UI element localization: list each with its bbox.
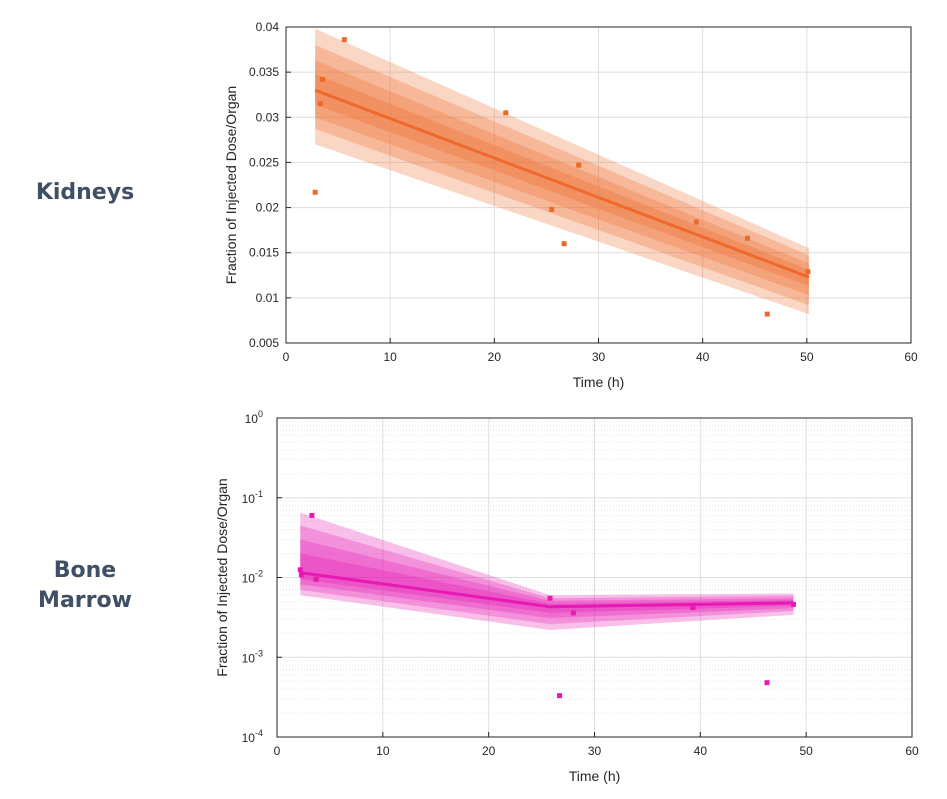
kidneys-data-point xyxy=(312,189,318,195)
kidneys-data-point xyxy=(576,162,582,168)
bone-marrow-confidence-band xyxy=(300,553,794,613)
kidneys-data-point xyxy=(764,311,770,317)
bone-marrow-fit-line xyxy=(300,571,794,609)
kidneys-data-point xyxy=(319,76,325,82)
bone-label-line1: Bone xyxy=(53,558,117,583)
bone-marrow-x-tick-label: 0 xyxy=(274,744,281,758)
bone-marrow-data-point xyxy=(790,601,796,607)
kidneys-x-tick-label: 50 xyxy=(800,350,814,364)
bone-marrow-data-point xyxy=(297,567,303,573)
bone-marrow-data-point xyxy=(298,572,304,578)
bone-marrow-confidence-band xyxy=(300,525,794,625)
kidneys-x-tick-label: 30 xyxy=(592,350,606,364)
kidneys-y-axis-title: Fraction of Injected Dose/Organ xyxy=(223,86,239,284)
kidneys-data-point xyxy=(693,219,699,225)
kidneys-y-tick-label: 0.02 xyxy=(256,201,280,215)
bone-marrow-x-tick-label: 20 xyxy=(482,744,496,758)
bone-marrow-data-point xyxy=(570,610,576,616)
bone-marrow-confidence-band xyxy=(300,539,794,619)
kidneys-y-tick-label: 0.035 xyxy=(249,65,279,79)
kidneys-organ-label: Kidneys xyxy=(20,178,150,208)
kidneys-y-tick-label: 0.01 xyxy=(256,291,280,305)
kidneys-data-point xyxy=(561,241,567,247)
kidneys-confidence-band xyxy=(315,60,809,296)
bone-marrow-data-point xyxy=(764,680,770,686)
bone-marrow-chart: 0 10 20 30 40 50 60 10-4 10-3 10-2 10-1 100 Time (h)… xyxy=(214,409,919,784)
kidneys-y-tick-label: 0.03 xyxy=(256,110,280,124)
bone-marrow-x-axis-title: Time (h) xyxy=(569,768,621,784)
bone-marrow-y-axis-title: Fraction of Injected Dose/Organ xyxy=(214,478,230,676)
bone-marrow-x-tick-label: 40 xyxy=(694,744,708,758)
kidneys-confidence-band xyxy=(315,28,809,315)
bone-marrow-data-point xyxy=(309,512,315,518)
kidneys-x-tick-label: 0 xyxy=(283,350,290,364)
kidneys-data-point xyxy=(317,101,323,107)
kidneys-chart: 0 10 20 30 40 50 60 0.005 0.01 0.015 0.02 0.025 0.03… xyxy=(223,20,918,390)
bone-marrow-x-tick-label: 10 xyxy=(376,744,390,758)
kidneys-confidence-band xyxy=(315,73,809,287)
bone-marrow-organ-label: Bone Marrow xyxy=(20,556,150,616)
kidneys-fit-line xyxy=(314,88,810,279)
bone-marrow-data-point xyxy=(547,595,553,601)
bone-marrow-y-tick-label: 10-2 xyxy=(242,569,263,586)
kidneys-x-tick-label: 40 xyxy=(696,350,710,364)
kidneys-x-tick-label: 10 xyxy=(383,350,397,364)
bone-marrow-x-tick-label: 50 xyxy=(799,744,813,758)
bone-marrow-confidence-band xyxy=(300,512,794,630)
bone-marrow-data-point xyxy=(313,576,319,582)
kidneys-x-tick-label: 20 xyxy=(488,350,502,364)
bone-marrow-x-tick-label: 60 xyxy=(905,744,919,758)
bone-marrow-y-tick-label: 10-4 xyxy=(242,728,263,745)
bone-label-line2: Marrow xyxy=(38,588,132,613)
kidneys-y-tick-label: 0.015 xyxy=(249,246,279,260)
kidneys-data-point xyxy=(549,206,555,212)
kidneys-data-point xyxy=(503,110,509,116)
kidneys-y-tick-label: 0.005 xyxy=(249,336,279,350)
bone-marrow-data-point xyxy=(690,605,696,611)
kidneys-y-tick-label: 0.025 xyxy=(249,155,279,169)
kidneys-confidence-band xyxy=(315,45,809,306)
bone-marrow-x-tick-label: 30 xyxy=(588,744,602,758)
kidneys-y-tick-label: 0.04 xyxy=(256,20,280,34)
bone-marrow-y-tick-label: 10-3 xyxy=(242,648,263,665)
kidneys-data-point xyxy=(744,235,750,241)
bone-marrow-y-tick-label: 100 xyxy=(245,409,263,426)
kidneys-x-tick-label: 60 xyxy=(904,350,918,364)
kidneys-label-text: Kidneys xyxy=(35,180,135,205)
kidneys-x-axis-title: Time (h) xyxy=(573,374,625,390)
bone-marrow-y-tick-label: 10-1 xyxy=(242,489,263,506)
kidneys-data-point xyxy=(805,269,811,275)
bone-marrow-data-point xyxy=(557,693,563,699)
kidneys-data-point xyxy=(341,37,347,43)
